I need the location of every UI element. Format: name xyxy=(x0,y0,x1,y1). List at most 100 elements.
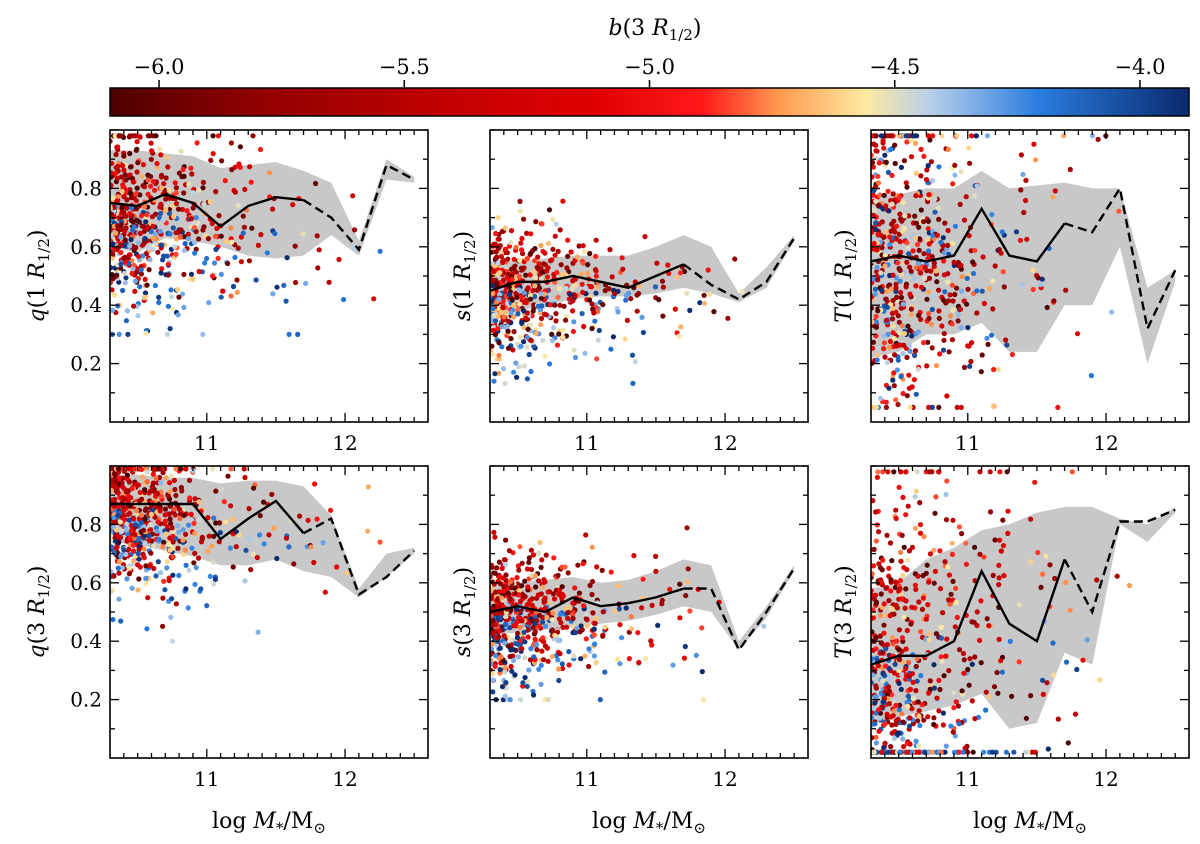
percentile-band xyxy=(490,559,795,650)
scatter-point xyxy=(505,345,512,351)
scatter-point xyxy=(176,294,182,300)
scatter-point xyxy=(490,563,495,570)
scatter-point xyxy=(532,636,538,642)
scatter-point xyxy=(907,264,913,270)
scatter-point xyxy=(140,253,146,259)
scatter-point xyxy=(111,292,117,298)
scatter-point xyxy=(113,170,119,176)
scatter-point xyxy=(620,266,626,272)
scatter-point xyxy=(198,539,205,545)
scatter-point xyxy=(639,605,645,611)
scatter-point xyxy=(1019,282,1025,288)
scatter-point xyxy=(519,247,525,253)
scatter-point xyxy=(137,134,143,140)
scatter-point xyxy=(147,257,153,263)
scatter-point xyxy=(110,241,116,247)
scatter-point xyxy=(292,243,298,249)
x-tick-label: 12 xyxy=(332,431,357,455)
scatter-point xyxy=(912,235,919,241)
scatter-point xyxy=(250,551,256,557)
scatter-point xyxy=(502,380,508,387)
scatter-point xyxy=(539,221,545,227)
scatter-point xyxy=(921,275,928,282)
scatter-point xyxy=(494,281,500,287)
scatter-point xyxy=(492,318,499,324)
scatter-point xyxy=(164,253,170,259)
scatter-point xyxy=(917,270,924,276)
scatter-point xyxy=(150,471,156,477)
scatter-point xyxy=(617,622,623,628)
scatter-point xyxy=(192,550,198,556)
scatter-point xyxy=(636,659,642,666)
scatter-point xyxy=(516,567,522,573)
scatter-point xyxy=(499,595,505,601)
scatter-point xyxy=(628,296,634,302)
scatter-point xyxy=(246,258,252,264)
scatter-point xyxy=(172,180,178,186)
scatter-point xyxy=(896,680,902,687)
scatter-point xyxy=(137,192,143,198)
scatter-point xyxy=(521,325,527,331)
scatter-point xyxy=(884,229,890,235)
scatter-point xyxy=(1090,133,1096,139)
scatter-point xyxy=(180,527,186,533)
scatter-point xyxy=(165,261,171,267)
scatter-point xyxy=(584,623,590,629)
scatter-point xyxy=(138,466,145,473)
scatter-point xyxy=(136,498,142,504)
scatter-point xyxy=(1038,584,1044,591)
scatter-point xyxy=(913,170,919,176)
scatter-point xyxy=(948,723,954,729)
scatter-point xyxy=(904,354,910,360)
scatter-point xyxy=(916,312,922,318)
scatter-point xyxy=(166,511,173,517)
scatter-point xyxy=(248,179,254,185)
panels: 0.20.40.60.811 12q(1 R1/2)11 12s(1 R1/2)11… xyxy=(25,129,1190,837)
colorbar-tick-label: −5.0 xyxy=(624,55,675,79)
scatter-point xyxy=(1000,543,1007,549)
scatter-point xyxy=(873,685,880,691)
scatter-point xyxy=(928,268,934,274)
scatter-point xyxy=(157,504,163,510)
scatter-point xyxy=(125,255,131,261)
scatter-point xyxy=(153,475,159,481)
scatter-point xyxy=(128,522,134,528)
scatter-point xyxy=(904,240,910,246)
scatter-point xyxy=(564,624,570,630)
scatter-point xyxy=(892,352,898,358)
scatter-point xyxy=(583,285,589,291)
scatter-point xyxy=(969,340,975,346)
scatter-point xyxy=(900,351,906,357)
scatter-point xyxy=(996,575,1002,581)
scatter-point xyxy=(131,224,137,230)
scatter-point xyxy=(124,472,130,478)
scatter-point xyxy=(503,537,509,543)
scatter-point xyxy=(963,561,970,567)
scatter-point xyxy=(255,629,261,635)
scatter-point xyxy=(555,638,561,644)
scatter-point xyxy=(143,580,149,587)
colorbar-tick-label: −4.5 xyxy=(869,55,920,79)
scatter-point xyxy=(927,551,934,557)
scatter-point xyxy=(991,366,997,373)
scatter-point xyxy=(905,557,911,563)
scatter-point xyxy=(877,565,884,571)
scatter-point xyxy=(676,333,682,339)
scatter-point xyxy=(549,257,555,263)
scatter-point xyxy=(552,252,558,258)
scatter-point xyxy=(172,244,178,250)
scatter-point xyxy=(968,358,974,365)
scatter-point xyxy=(196,268,202,275)
scatter-point xyxy=(365,484,371,490)
scatter-point xyxy=(502,561,508,568)
scatter-point xyxy=(150,543,157,549)
scatter-point xyxy=(193,565,199,571)
scatter-point xyxy=(1000,269,1006,275)
scatter-point xyxy=(491,312,497,318)
scatter-point xyxy=(135,562,141,568)
scatter-point xyxy=(497,270,503,276)
scatter-point xyxy=(195,555,202,561)
scatter-point xyxy=(707,291,713,297)
scatter-point xyxy=(524,344,530,350)
scatter-point xyxy=(135,160,141,166)
